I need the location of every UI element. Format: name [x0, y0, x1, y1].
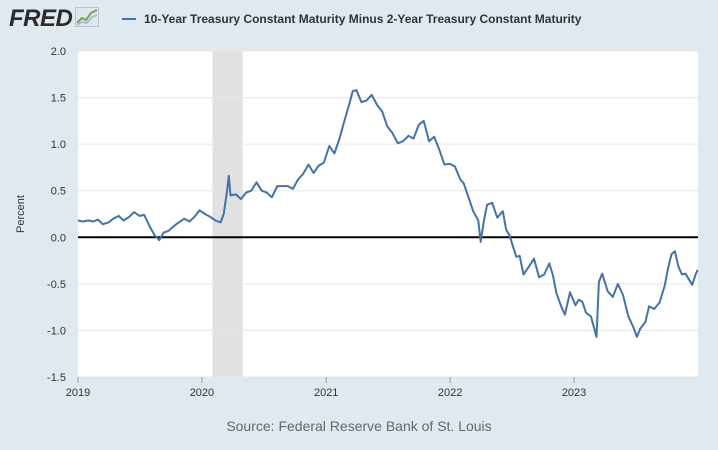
- recession-band: [212, 51, 243, 377]
- y-axis-ticks: -1.5 -1.0 -0.5 0.0 0.5 1.0 1.5 2.0: [47, 46, 66, 384]
- chart-svg: -1.5 -1.0 -0.5 0.0 0.5 1.0 1.5 2.0 2019 2020 2021…: [15, 46, 699, 399]
- y-tick-label: 1.0: [51, 139, 66, 151]
- source-note: Source: Federal Reserve Bank of St. Loui…: [226, 418, 492, 434]
- x-axis-ticks: 2019 2020 2021 2022 2023: [66, 377, 586, 399]
- y-tick-label: 1.5: [51, 93, 66, 105]
- chart-header: FRED 10-Year Treasury Constant Maturity …: [0, 0, 718, 40]
- chart-legend: 10-Year Treasury Constant Maturity Minus…: [122, 12, 581, 26]
- grid-layer: [78, 50, 698, 378]
- recession-shading-layer: [212, 51, 243, 377]
- y-tick-label: -1.0: [47, 325, 66, 337]
- y-tick-label: -1.5: [47, 372, 66, 384]
- fred-logo[interactable]: FRED: [9, 5, 100, 32]
- x-tick-label: 2019: [66, 387, 90, 399]
- y-tick-label: 2.0: [51, 46, 66, 58]
- x-tick-label: 2021: [314, 387, 338, 399]
- series-line: [77, 89, 699, 338]
- y-axis-title: Percent: [15, 195, 27, 233]
- y-tick-label: 0.5: [51, 186, 66, 198]
- x-tick-label: 2020: [190, 387, 214, 399]
- plot-area: [78, 51, 698, 377]
- legend-swatch: [122, 18, 136, 20]
- series-layer: [77, 89, 699, 338]
- legend-label: 10-Year Treasury Constant Maturity Minus…: [144, 12, 582, 26]
- y-tick-label: 0.0: [51, 232, 66, 244]
- x-tick-label: 2022: [438, 387, 462, 399]
- y-tick-label: -0.5: [47, 279, 66, 291]
- logo-text: FRED: [9, 5, 73, 32]
- line-chart-icon: [75, 6, 100, 32]
- x-tick-label: 2023: [562, 387, 586, 399]
